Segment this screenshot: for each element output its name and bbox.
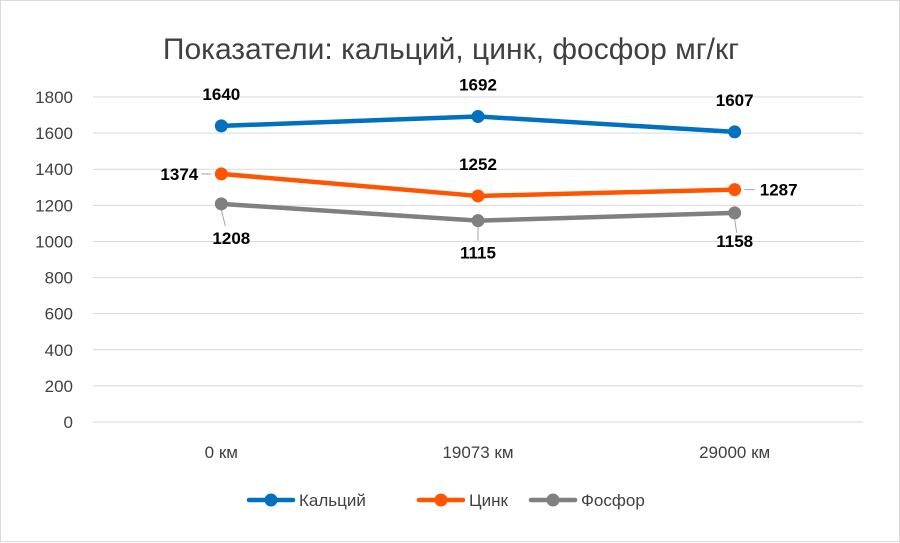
y-axis-ticks: 0 200 400 600 800 1000 1200 1400 1600 1800: [35, 88, 73, 432]
y-tick-label: 600: [45, 305, 73, 324]
y-tick-label: 1600: [35, 124, 73, 143]
label-leader-lines: [201, 173, 755, 241]
x-tick-label: 29000 км: [699, 443, 770, 462]
data-point: [471, 110, 485, 123]
data-label: 1158: [716, 232, 753, 251]
data-labels: 1640 1692 1607 1374 1252 1287 1208 1115 1158: [160, 76, 797, 263]
legend-label: Фосфор: [581, 491, 645, 510]
y-tick-label: 400: [45, 341, 73, 360]
leader-line: [220, 209, 226, 227]
legend-marker: [434, 493, 448, 507]
legend: Кальций Цинк Фосфор: [246, 491, 645, 510]
data-label: 1374: [160, 165, 198, 184]
x-tick-label: 19073 км: [442, 443, 513, 462]
legend-label: Цинк: [469, 491, 508, 510]
legend-marker: [546, 493, 560, 507]
data-point: [214, 167, 228, 181]
data-point: [471, 189, 485, 203]
x-tick-label: 0 км: [205, 443, 238, 462]
y-tick-label: 1000: [35, 232, 73, 251]
y-tick-label: 200: [45, 377, 73, 396]
data-label: 1607: [716, 91, 754, 110]
data-point: [214, 119, 228, 133]
legend-marker: [264, 493, 278, 507]
leader-line: [734, 218, 738, 233]
y-tick-label: 1200: [35, 196, 73, 215]
series-lines: [214, 110, 742, 228]
data-label: 1640: [202, 85, 240, 104]
y-tick-label: 800: [45, 269, 73, 288]
y-tick-label: 1800: [35, 88, 73, 107]
data-label: 1287: [760, 181, 798, 200]
y-tick-label: 1400: [35, 160, 73, 179]
data-label: 1252: [459, 155, 497, 174]
x-axis-ticks: 0 км 19073 км 29000 км: [205, 443, 771, 462]
y-tick-label: 0: [64, 413, 73, 432]
data-point: [214, 197, 228, 211]
data-point: [728, 183, 742, 197]
legend-label: Кальций: [299, 491, 366, 510]
data-point: [728, 206, 742, 220]
data-label: 1692: [459, 76, 497, 95]
data-label: 1115: [460, 244, 496, 263]
chart-title: Показатели: кальций, цинк, фосфор мг/кг: [163, 33, 739, 66]
data-label: 1208: [212, 229, 250, 248]
data-point: [471, 214, 485, 228]
data-point: [728, 125, 742, 139]
